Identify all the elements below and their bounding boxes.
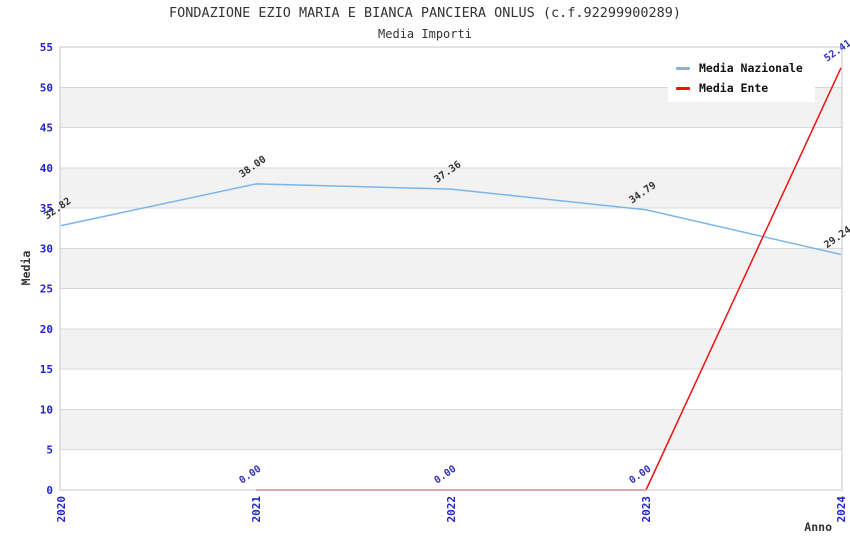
plot-border-rect <box>59 46 843 491</box>
plot-bands <box>60 87 842 450</box>
x-axis-title: Anno <box>804 520 832 534</box>
point-label: 52.41 <box>822 38 850 64</box>
y-tick-label: 45 <box>40 122 53 135</box>
y-tick-label: 5 <box>46 444 53 457</box>
x-tick-label: 2022 <box>445 496 458 523</box>
legend-label-media-nazionale: Media Nazionale <box>699 61 803 75</box>
y-tick-label: 15 <box>40 363 53 376</box>
legend: Media Nazionale Media Ente <box>668 56 815 102</box>
media-nazionale-line-icon <box>676 66 690 70</box>
legend-item-media-ente[interactable]: Media Ente <box>676 81 803 95</box>
legend-label-media-ente: Media Ente <box>699 81 769 95</box>
gridlines <box>60 86 842 451</box>
y-tick-label: 35 <box>40 202 53 215</box>
y-tick-label: 40 <box>40 162 53 175</box>
chart-subtitle: Media Importi <box>378 27 472 41</box>
point-label: 0.00 <box>237 464 263 487</box>
axis-ticks: 0 5 10 15 20 25 30 35 40 45 50 55 2020 2021 2022 2023 20… <box>40 41 848 523</box>
y-tick-label: 25 <box>40 283 53 296</box>
x-tick-label: 2020 <box>55 496 68 523</box>
plot-band <box>60 328 842 370</box>
y-tick-label: 10 <box>40 403 53 416</box>
media-ente-line-icon <box>676 86 690 90</box>
plot-band <box>60 167 842 209</box>
point-label: 29.24 <box>822 225 850 251</box>
point-label: 0.00 <box>432 464 458 487</box>
y-axis-title: Media <box>19 251 33 286</box>
x-tick-label: 2024 <box>835 496 848 523</box>
y-tick-label: 50 <box>40 81 53 94</box>
x-tick-label: 2021 <box>250 496 263 523</box>
y-tick-label: 55 <box>40 41 53 54</box>
plot-band <box>60 248 842 289</box>
chart-title: FONDAZIONE EZIO MARIA E BIANCA PANCIERA … <box>168 5 682 21</box>
x-tick-label: 2023 <box>640 496 653 523</box>
plot-border <box>59 46 843 491</box>
legend-item-media-nazionale[interactable]: Media Nazionale <box>676 61 803 75</box>
y-tick-label: 0 <box>46 484 53 497</box>
media-nazionale-line <box>60 183 842 256</box>
plot-band <box>60 409 842 450</box>
y-tick-label: 30 <box>40 242 53 255</box>
y-tick-label: 20 <box>40 323 53 336</box>
